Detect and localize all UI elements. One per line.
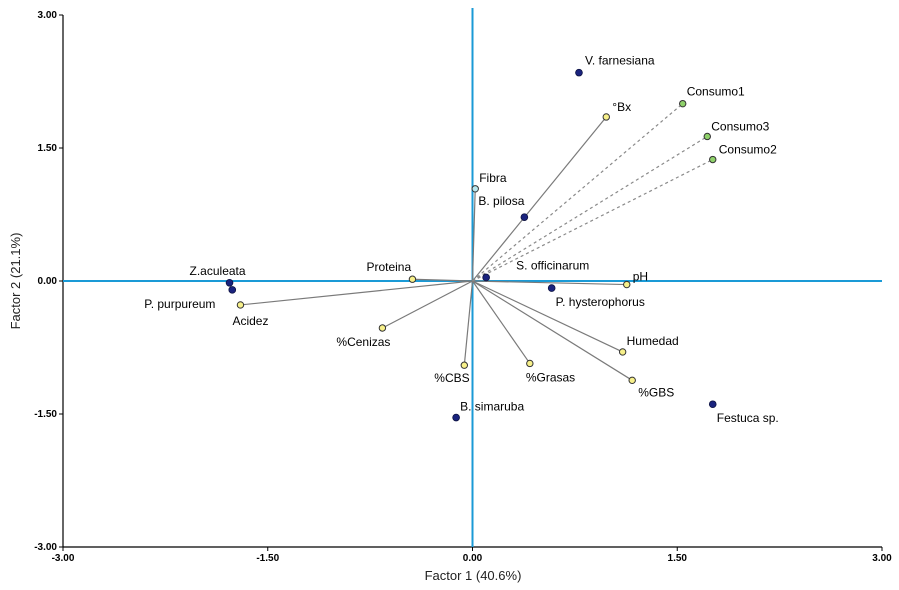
point-labels: °Bx Fibra Proteina pH Acidez %Cenizas %CBS %Gra… [144, 54, 779, 426]
variable-point-pct-cbs [460, 361, 469, 369]
x-tick-label: 3.00 [872, 553, 892, 564]
vector-pct-gbs [472, 280, 633, 381]
y-tick-label: 3.00 [38, 10, 58, 21]
y-tick-label: 1.50 [38, 143, 58, 154]
vector-pct-cbs [463, 280, 474, 366]
tick-labels: -3.00 -1.50 0.00 1.50 3.00 -3.00 -1.50 0.00 1.50… [34, 10, 892, 564]
variable-label-fibra: Fibra [479, 171, 507, 185]
variable-label-consumo2: Consumo2 [719, 143, 777, 157]
variable-label-pct-gbs: %GBS [638, 385, 674, 399]
variable-point-humedad [618, 348, 627, 356]
x-tick-label: 1.50 [668, 553, 688, 564]
vector-acidez [240, 280, 473, 306]
y-tick-label: 0.00 [38, 276, 58, 287]
species-label-p-hysterophorus: P. hysterophorus [556, 295, 645, 309]
species-point-festuca-sp [708, 400, 717, 409]
species-point-b-pilosa [520, 213, 529, 221]
y-axis-title: Factor 2 (21.1%) [8, 233, 23, 330]
vector-proteina [412, 278, 473, 282]
vector-fibra [471, 188, 476, 282]
variable-point-pct-cenizas [378, 324, 387, 332]
x-tick-label: 0.00 [463, 553, 483, 564]
variable-point-ph [623, 280, 631, 289]
x-tick-label: -3.00 [52, 553, 75, 564]
x-axis-title: Factor 1 (40.6%) [425, 568, 522, 583]
species-label-v-farnesiana: V. farnesiana [585, 54, 655, 68]
variable-label-deg-bx: °Bx [612, 100, 631, 114]
variable-label-pct-cbs: %CBS [434, 371, 469, 385]
vector-consumo2 [472, 158, 714, 282]
species-label-b-simaruba: B. simaruba [460, 400, 524, 414]
species-point-v-farnesiana [575, 68, 583, 77]
species-label-z-aculeata: Z.aculeata [190, 264, 246, 278]
variable-point-consumo3 [703, 132, 711, 141]
species-label-s-officinarum: S. officinarum [516, 258, 589, 272]
variable-label-consumo1: Consumo1 [687, 85, 745, 99]
species-label-festuca-sp: Festuca sp. [717, 411, 779, 425]
variable-label-humedad: Humedad [627, 334, 679, 348]
species-point-z-aculeata [225, 278, 234, 287]
x-tick-label: -1.50 [256, 553, 279, 564]
variable-point-consumo1 [679, 99, 687, 108]
vector-pct-grasas [472, 280, 531, 364]
species-label-p-purpureum: P. purpureum [144, 297, 215, 311]
species-point-b-simaruba [452, 413, 460, 422]
variable-label-pct-grasas: %Grasas [526, 370, 575, 384]
variable-point-pct-gbs [628, 376, 636, 385]
variable-point-deg-bx [602, 113, 610, 121]
species-point-s-officinarum [482, 273, 490, 282]
variable-label-consumo3: Consumo3 [711, 119, 769, 133]
vector-ph [472, 280, 627, 286]
species-label-b-pilosa: B. pilosa [478, 194, 524, 208]
y-tick-label: -3.00 [34, 542, 57, 553]
species-point-p-hysterophorus [547, 284, 556, 292]
variable-point-acidez [236, 301, 245, 309]
variable-point-pct-grasas [526, 359, 534, 368]
vector-pct-cenizas [382, 280, 473, 329]
vector-deg-bx [472, 116, 607, 282]
vector-consumo1 [472, 103, 684, 282]
variable-label-acidez: Acidez [232, 314, 268, 328]
variable-vectors [240, 103, 714, 381]
y-tick-label: -1.50 [34, 409, 57, 420]
variable-point-fibra [471, 185, 479, 193]
variable-label-ph: pH [633, 270, 648, 284]
data-points [225, 68, 717, 422]
vector-consumo3 [472, 135, 708, 282]
species-point-p-purpureum [228, 286, 237, 294]
variable-point-proteina [408, 275, 417, 283]
vector-humedad [472, 280, 623, 353]
variable-point-consumo2 [709, 155, 717, 164]
variable-label-proteina: Proteina [366, 260, 411, 274]
variable-label-pct-cenizas: %Cenizas [336, 335, 390, 349]
